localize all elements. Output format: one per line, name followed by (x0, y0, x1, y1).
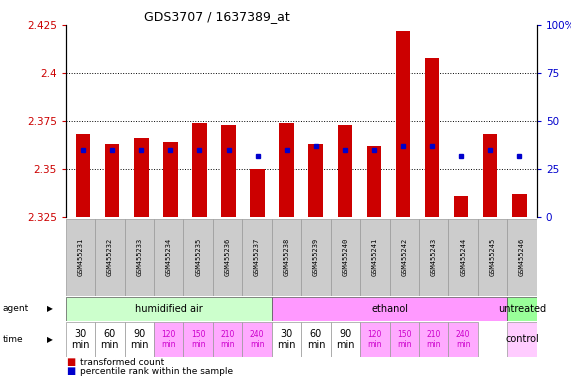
Bar (250, 169, 265, 217)
Bar (301, 322, 331, 357)
Text: 240
min: 240 min (456, 330, 471, 349)
Text: control: control (505, 334, 539, 344)
Text: GSM455246: GSM455246 (519, 238, 525, 276)
Bar (425, 58, 439, 217)
Bar (367, 146, 381, 217)
Text: GSM455238: GSM455238 (283, 238, 289, 276)
Bar (331, 219, 360, 296)
Text: GSM455240: GSM455240 (343, 238, 348, 276)
Text: GSM455243: GSM455243 (431, 238, 437, 276)
Bar (76, 134, 90, 217)
Bar (213, 219, 242, 296)
Bar (419, 219, 448, 296)
Text: GDS3707 / 1637389_at: GDS3707 / 1637389_at (144, 10, 290, 23)
Bar (154, 219, 183, 296)
Bar (483, 134, 497, 217)
Bar (66, 322, 95, 357)
Text: 30
min: 30 min (278, 329, 296, 350)
Bar (124, 219, 154, 296)
Bar (221, 125, 236, 217)
Bar (337, 125, 352, 217)
Bar (360, 322, 389, 357)
Text: GSM455234: GSM455234 (166, 238, 172, 276)
Bar (105, 144, 119, 217)
Text: 210
min: 210 min (427, 330, 441, 349)
Text: GSM455241: GSM455241 (372, 238, 378, 276)
Text: GSM455242: GSM455242 (401, 238, 407, 276)
Bar (66, 219, 95, 296)
Bar (448, 219, 478, 296)
Bar (134, 138, 148, 217)
Bar (389, 322, 419, 357)
Text: GSM455233: GSM455233 (136, 238, 142, 276)
Text: 90
min: 90 min (336, 329, 355, 350)
Text: 240
min: 240 min (250, 330, 264, 349)
Bar (95, 219, 124, 296)
Text: GSM455237: GSM455237 (254, 238, 260, 276)
Bar (360, 219, 389, 296)
Text: GSM455236: GSM455236 (224, 238, 231, 276)
Bar (242, 219, 272, 296)
Bar (213, 322, 242, 357)
Bar (95, 322, 124, 357)
Bar (272, 322, 301, 357)
Bar (389, 219, 419, 296)
Bar (396, 31, 410, 217)
Text: 150
min: 150 min (397, 330, 412, 349)
Bar (154, 322, 183, 357)
Text: 150
min: 150 min (191, 330, 206, 349)
Text: percentile rank within the sample: percentile rank within the sample (80, 367, 233, 376)
Bar (448, 322, 478, 357)
Bar (272, 297, 507, 321)
Text: 210
min: 210 min (220, 330, 235, 349)
Text: GSM455244: GSM455244 (460, 238, 466, 276)
Bar (242, 322, 272, 357)
Bar (478, 219, 507, 296)
Bar (507, 322, 537, 357)
Bar (454, 196, 468, 217)
Text: untreated: untreated (498, 304, 546, 314)
Text: 90
min: 90 min (130, 329, 148, 350)
Bar (183, 322, 213, 357)
Text: GSM455232: GSM455232 (107, 238, 113, 276)
Bar (163, 142, 178, 217)
Bar (507, 297, 537, 321)
Text: GSM455235: GSM455235 (195, 238, 201, 276)
Bar (308, 144, 323, 217)
Text: GSM455239: GSM455239 (313, 238, 319, 276)
Bar (419, 322, 448, 357)
Bar (279, 123, 294, 217)
Text: agent: agent (3, 304, 29, 313)
Text: ethanol: ethanol (371, 304, 408, 314)
Text: humidified air: humidified air (135, 304, 203, 314)
Bar (301, 219, 331, 296)
Text: 120
min: 120 min (368, 330, 382, 349)
Bar (272, 219, 301, 296)
Text: 60
min: 60 min (100, 329, 119, 350)
Bar (331, 322, 360, 357)
Text: GSM455231: GSM455231 (78, 238, 83, 276)
Bar (124, 322, 154, 357)
Text: ■: ■ (66, 357, 75, 367)
Bar (66, 297, 272, 321)
Bar (507, 219, 537, 296)
Bar (192, 123, 207, 217)
Text: 120
min: 120 min (162, 330, 176, 349)
Text: ■: ■ (66, 366, 75, 376)
Bar (183, 219, 213, 296)
Text: ▶: ▶ (47, 335, 53, 344)
Bar (512, 194, 526, 217)
Text: time: time (3, 335, 23, 344)
Text: 60
min: 60 min (307, 329, 325, 350)
Text: ▶: ▶ (47, 304, 53, 313)
Text: 30
min: 30 min (71, 329, 90, 350)
Text: transformed count: transformed count (80, 358, 164, 367)
Text: GSM455245: GSM455245 (489, 238, 496, 276)
